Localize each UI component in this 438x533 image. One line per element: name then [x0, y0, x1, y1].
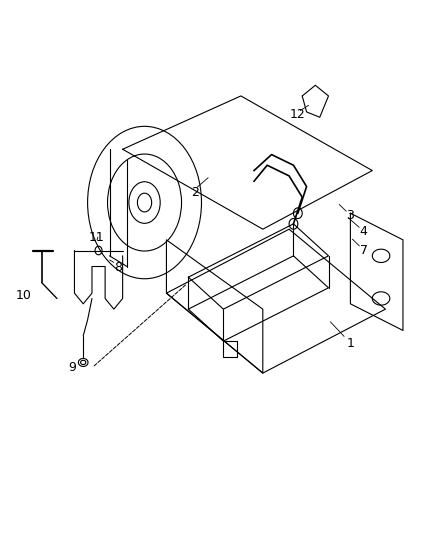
Text: 2: 2 [191, 187, 199, 199]
Text: 8: 8 [114, 261, 122, 274]
Text: 11: 11 [88, 231, 104, 244]
Text: 3: 3 [346, 209, 354, 222]
Text: 1: 1 [346, 337, 354, 350]
Text: 7: 7 [360, 244, 367, 257]
Text: 9: 9 [68, 361, 76, 374]
Text: 4: 4 [360, 225, 367, 238]
Text: 12: 12 [290, 108, 306, 121]
Text: 10: 10 [16, 289, 32, 302]
